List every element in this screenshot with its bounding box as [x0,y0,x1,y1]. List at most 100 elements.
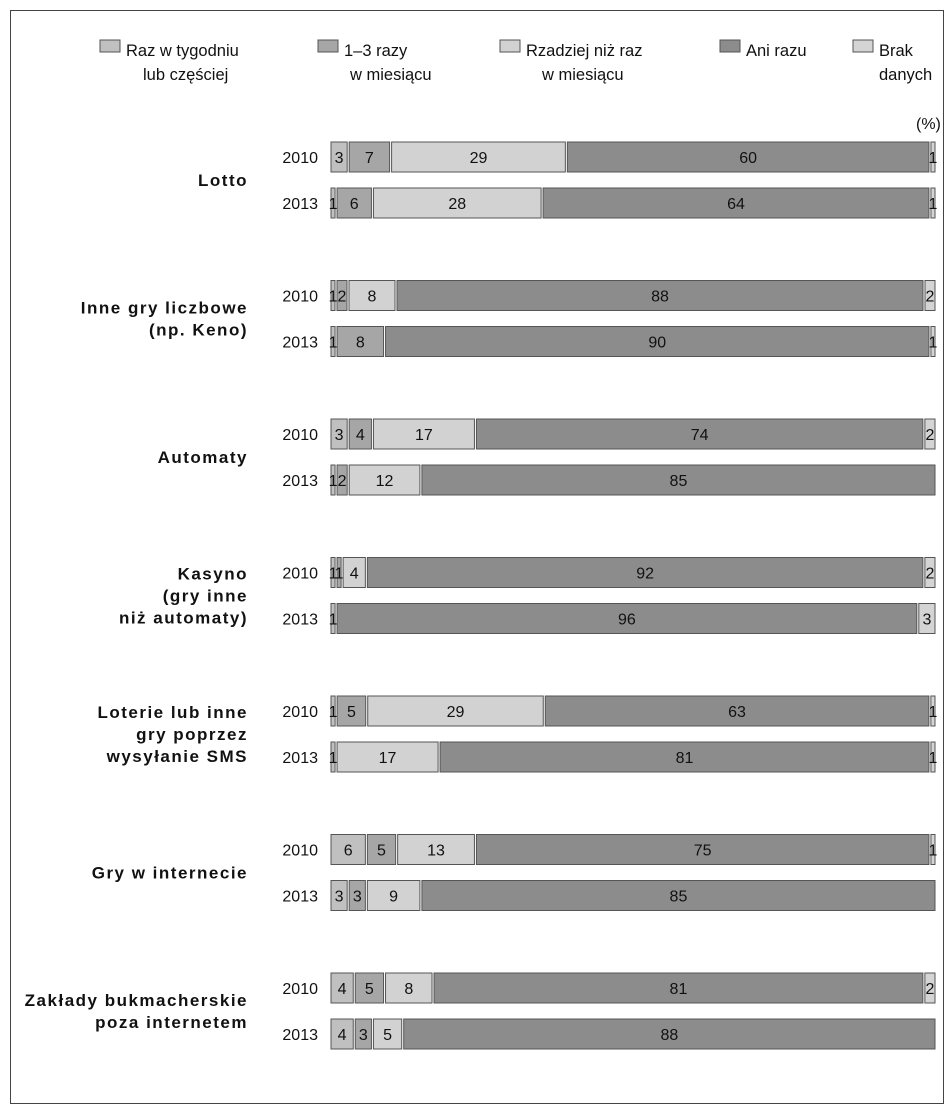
bar-label-6-2010-4: 75 [694,843,712,860]
bar-label-7-2013-1: 4 [338,1027,347,1044]
year-label-7-2010: 2010 [282,981,318,998]
bar-label-7-2010-4: 81 [670,981,688,998]
bar-segment-2-2010-3 [348,280,396,311]
bar-label-4-2010-1: 1 [329,566,338,583]
bar-segment-6-2013-2 [348,880,366,911]
bar-segment-4-2010-2 [336,557,342,588]
bar-label-4-2010-5: 2 [925,566,934,583]
bar-label-5-2013-1: 1 [329,750,338,767]
bar-label-2-2010-3: 8 [368,289,377,306]
bar-label-4-2010-2: 1 [335,566,344,583]
bar-segment-6-2010-2 [366,834,397,865]
bar-label-6-2010-5: 1 [929,843,938,860]
bar-segment-2-2013-5 [930,326,936,357]
year-label-1-2013: 2013 [282,196,318,213]
bar-segment-1-2010-3 [391,141,566,173]
bar-label-4-2013-1: 1 [329,612,338,629]
bar-segment-1-2010-4 [566,141,930,173]
bar-label-1-2010-2: 7 [365,150,374,167]
bar-segment-5-2013-5 [930,741,936,773]
legend-label-2-line-2: w miesiącu [349,66,432,84]
legend-swatch-2 [317,39,339,53]
bar-segment-7-2010-4 [433,972,924,1004]
bar-label-7-2010-5: 2 [925,981,934,998]
bar-segment-2-2010-5 [924,280,936,311]
bar-label-4-2010-3: 4 [350,566,359,583]
bar-segment-2-2010-1 [330,280,336,311]
bar-label-2-2013-5: 1 [929,335,938,352]
bar-segment-7-2010-1 [330,972,354,1004]
bar-label-2-2013-4: 90 [648,335,666,352]
legend-label-1-line-2: lub częściej [143,66,228,84]
bar-label-2-2013-1: 1 [329,335,338,352]
bar-segment-7-2010-5 [924,972,936,1004]
bar-segment-4-2010-3 [342,557,366,588]
year-label-6-2010: 2010 [282,843,318,860]
bar-label-3-2010-4: 74 [691,427,709,444]
bar-label-1-2013-3: 28 [448,196,466,213]
bar-segment-7-2013-3 [372,1018,403,1050]
bar-segment-1-2013-3 [372,187,542,219]
bar-segment-7-2013-1 [330,1018,354,1050]
bar-segment-5-2010-1 [330,695,336,727]
bar-label-7-2010-1: 4 [338,981,347,998]
bar-label-1-2010-1: 3 [335,150,344,167]
bar-label-3-2013-1: 1 [329,473,338,490]
bar-segment-6-2013-1 [330,880,348,911]
legend-swatch-5 [852,39,874,53]
bar-label-5-2010-4: 63 [728,704,746,721]
bar-label-5-2010-1: 1 [329,704,338,721]
bar-label-1-2010-3: 29 [470,150,488,167]
category-label-4-line-1: Kasyno [178,565,248,584]
bar-segment-5-2010-2 [336,695,367,727]
legend-swatch-3 [499,39,521,53]
category-label-5-line-1: Loterie lub inne [97,703,248,722]
bar-label-7-2010-2: 5 [365,981,374,998]
legend-label-4-line-1: Ani razu [746,42,807,60]
bar-segment-5-2010-3 [367,695,544,727]
legend-label-5-line-2: danych [879,66,932,84]
category-label-7-line-2: poza internetem [95,1013,248,1032]
bar-segment-4-2013-4 [336,603,918,634]
bar-segment-3-2010-4 [475,418,924,450]
bar-label-5-2010-5: 1 [928,704,937,721]
bar-label-1-2013-4: 64 [727,196,745,213]
bar-label-7-2013-2: 3 [359,1027,368,1044]
legend-swatch-1 [99,39,121,53]
bar-label-6-2013-1: 3 [335,889,344,906]
bar-segment-5-2013-4 [439,741,930,773]
bar-segment-4-2013-1 [330,603,336,634]
bar-segment-3-2010-5 [924,418,936,450]
bar-label-6-2013-3: 9 [389,889,398,906]
unit-label: (%) [916,116,941,133]
bar-segment-7-2013-2 [354,1018,372,1050]
bar-label-6-2013-2: 3 [353,889,362,906]
bar-segment-3-2013-2 [336,464,348,496]
bar-segment-2-2013-4 [385,326,930,357]
bar-segment-3-2013-3 [348,464,421,496]
bar-label-6-2010-1: 6 [344,843,353,860]
bar-label-5-2013-4: 81 [676,750,694,767]
bar-segment-3-2013-4 [421,464,936,496]
year-label-6-2013: 2013 [282,889,318,906]
bar-segment-1-2013-1 [330,187,336,219]
bar-segment-3-2010-2 [348,418,372,450]
category-label-4-line-2: (gry inne [163,587,248,606]
year-label-3-2013: 2013 [282,473,318,490]
category-label-4-line-3: niż automaty) [119,609,248,628]
bar-label-1-2013-2: 6 [350,196,359,213]
bar-segment-5-2010-4 [544,695,930,727]
year-label-4-2010: 2010 [282,566,318,583]
bar-label-5-2013-5: 1 [929,750,938,767]
category-label-3-line-1: Automaty [158,448,248,467]
category-label-2-line-1: Inne gry liczbowe [81,299,248,318]
bar-segment-6-2010-4 [475,834,930,865]
bar-segment-3-2010-1 [330,418,348,450]
bar-label-6-2010-3: 13 [427,843,445,860]
bar-segment-1-2013-4 [542,187,930,219]
year-label-7-2013: 2013 [282,1027,318,1044]
bar-segment-2-2010-2 [336,280,348,311]
bar-segment-3-2010-3 [372,418,475,450]
year-label-2-2010: 2010 [282,289,318,306]
